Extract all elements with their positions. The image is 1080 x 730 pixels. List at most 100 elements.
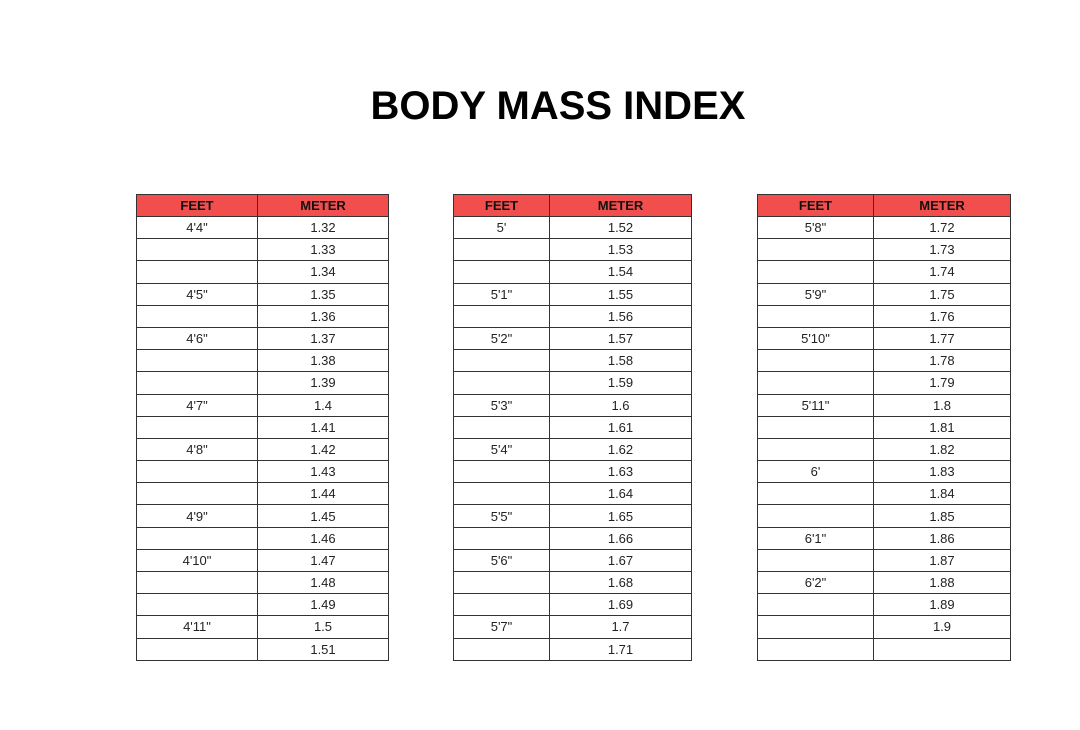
feet-cell (757, 371, 874, 395)
feet-cell: 4'7" (136, 393, 258, 417)
table-row: 1.81 (757, 415, 1011, 439)
meter-cell: 1.43 (257, 460, 389, 484)
table-row: 5'10" 1.77 (757, 326, 1011, 351)
meter-cell: 1.6 (549, 393, 692, 417)
feet-cell (453, 238, 550, 262)
feet-cell (757, 260, 874, 284)
feet-cell: 5'1" (453, 282, 550, 306)
table-row: 1.46 (136, 526, 389, 550)
meter-cell: 1.4 (257, 393, 389, 417)
table-row: 5'11" 1.8 (757, 393, 1011, 417)
feet-cell (453, 260, 550, 284)
feet-cell: 5'7" (453, 615, 550, 639)
column-header-meter: METER (257, 194, 389, 217)
table-row: 1.39 (136, 371, 389, 395)
meter-cell: 1.34 (257, 260, 389, 284)
meter-cell: 1.33 (257, 238, 389, 262)
feet-cell (453, 460, 550, 484)
table-row: 5'5" 1.65 (453, 504, 692, 528)
table-row: 1.82 (757, 437, 1011, 462)
feet-cell: 5'11" (757, 393, 874, 417)
feet-cell (136, 637, 258, 661)
feet-cell: 4'10" (136, 548, 258, 573)
feet-cell: 6' (757, 460, 874, 484)
meter-cell: 1.38 (257, 349, 389, 373)
column-header-meter: METER (549, 194, 692, 217)
table-row: 1.76 (757, 304, 1011, 328)
feet-cell (453, 637, 550, 661)
meter-cell: 1.84 (873, 482, 1011, 506)
feet-cell: 5'9" (757, 282, 874, 306)
meter-cell: 1.72 (873, 215, 1011, 240)
table-header-row: FEET METER (136, 194, 389, 217)
feet-cell: 4'9" (136, 504, 258, 528)
meter-cell: 1.88 (873, 570, 1011, 595)
meter-cell: 1.82 (873, 437, 1011, 462)
table-row: 1.56 (453, 304, 692, 328)
meter-cell: 1.87 (873, 548, 1011, 573)
feet-cell: 5'2" (453, 326, 550, 351)
table-row: 5' 1.52 (453, 215, 692, 240)
feet-cell: 4'5" (136, 282, 258, 306)
table-row: 1.61 (453, 415, 692, 439)
meter-cell: 1.76 (873, 304, 1011, 328)
table-row: 4'6" 1.37 (136, 326, 389, 351)
height-conversion-table-3: FEET METER 5'8" 1.72 1.73 1.74 5'9" 1.75 1.76 5… (757, 194, 1011, 661)
table-row: 1.54 (453, 260, 692, 284)
table-row (757, 637, 1011, 661)
meter-cell: 1.81 (873, 415, 1011, 439)
table-row: 4'7" 1.4 (136, 393, 389, 417)
table-row: 1.9 (757, 615, 1011, 639)
meter-cell: 1.62 (549, 437, 692, 462)
feet-cell (136, 593, 258, 617)
meter-cell: 1.32 (257, 215, 389, 240)
meter-cell: 1.53 (549, 238, 692, 262)
feet-cell (136, 460, 258, 484)
table-row: 1.79 (757, 371, 1011, 395)
feet-cell: 4'4" (136, 215, 258, 240)
table-row: 1.69 (453, 593, 692, 617)
meter-cell: 1.64 (549, 482, 692, 506)
table-row: 4'11" 1.5 (136, 615, 389, 639)
table-row: 5'9" 1.75 (757, 282, 1011, 306)
meter-cell: 1.5 (257, 615, 389, 639)
table-row: 4'9" 1.45 (136, 504, 389, 528)
feet-cell (453, 482, 550, 506)
table-row: 1.78 (757, 349, 1011, 373)
meter-cell: 1.49 (257, 593, 389, 617)
table-row: 5'8" 1.72 (757, 215, 1011, 240)
meter-cell: 1.56 (549, 304, 692, 328)
meter-cell: 1.86 (873, 526, 1011, 550)
table-row: 1.41 (136, 415, 389, 439)
table-row: 5'7" 1.7 (453, 615, 692, 639)
table-row: 4'5" 1.35 (136, 282, 389, 306)
meter-cell: 1.9 (873, 615, 1011, 639)
feet-cell (453, 371, 550, 395)
meter-cell: 1.71 (549, 637, 692, 661)
meter-cell: 1.7 (549, 615, 692, 639)
meter-cell: 1.73 (873, 238, 1011, 262)
table-row: 1.48 (136, 570, 389, 595)
table-row: 1.68 (453, 570, 692, 595)
meter-cell: 1.67 (549, 548, 692, 573)
column-header-feet: FEET (757, 194, 874, 217)
meter-cell: 1.58 (549, 349, 692, 373)
feet-cell (453, 304, 550, 328)
table-row: 1.64 (453, 482, 692, 506)
feet-cell (136, 349, 258, 373)
column-header-feet: FEET (136, 194, 258, 217)
table-row: 4'4" 1.32 (136, 215, 389, 240)
meter-cell: 1.51 (257, 637, 389, 661)
feet-cell (453, 526, 550, 550)
meter-cell: 1.46 (257, 526, 389, 550)
height-conversion-table-2: FEET METER 5' 1.52 1.53 1.54 5'1" 1.55 1.56 5'2… (453, 194, 692, 661)
table-row: 4'8" 1.42 (136, 437, 389, 462)
table-row: 1.34 (136, 260, 389, 284)
feet-cell (453, 593, 550, 617)
feet-cell (453, 570, 550, 595)
table-row: 1.73 (757, 238, 1011, 262)
meter-cell: 1.78 (873, 349, 1011, 373)
feet-cell (757, 504, 874, 528)
table-row: 1.59 (453, 371, 692, 395)
table-row: 5'3" 1.6 (453, 393, 692, 417)
